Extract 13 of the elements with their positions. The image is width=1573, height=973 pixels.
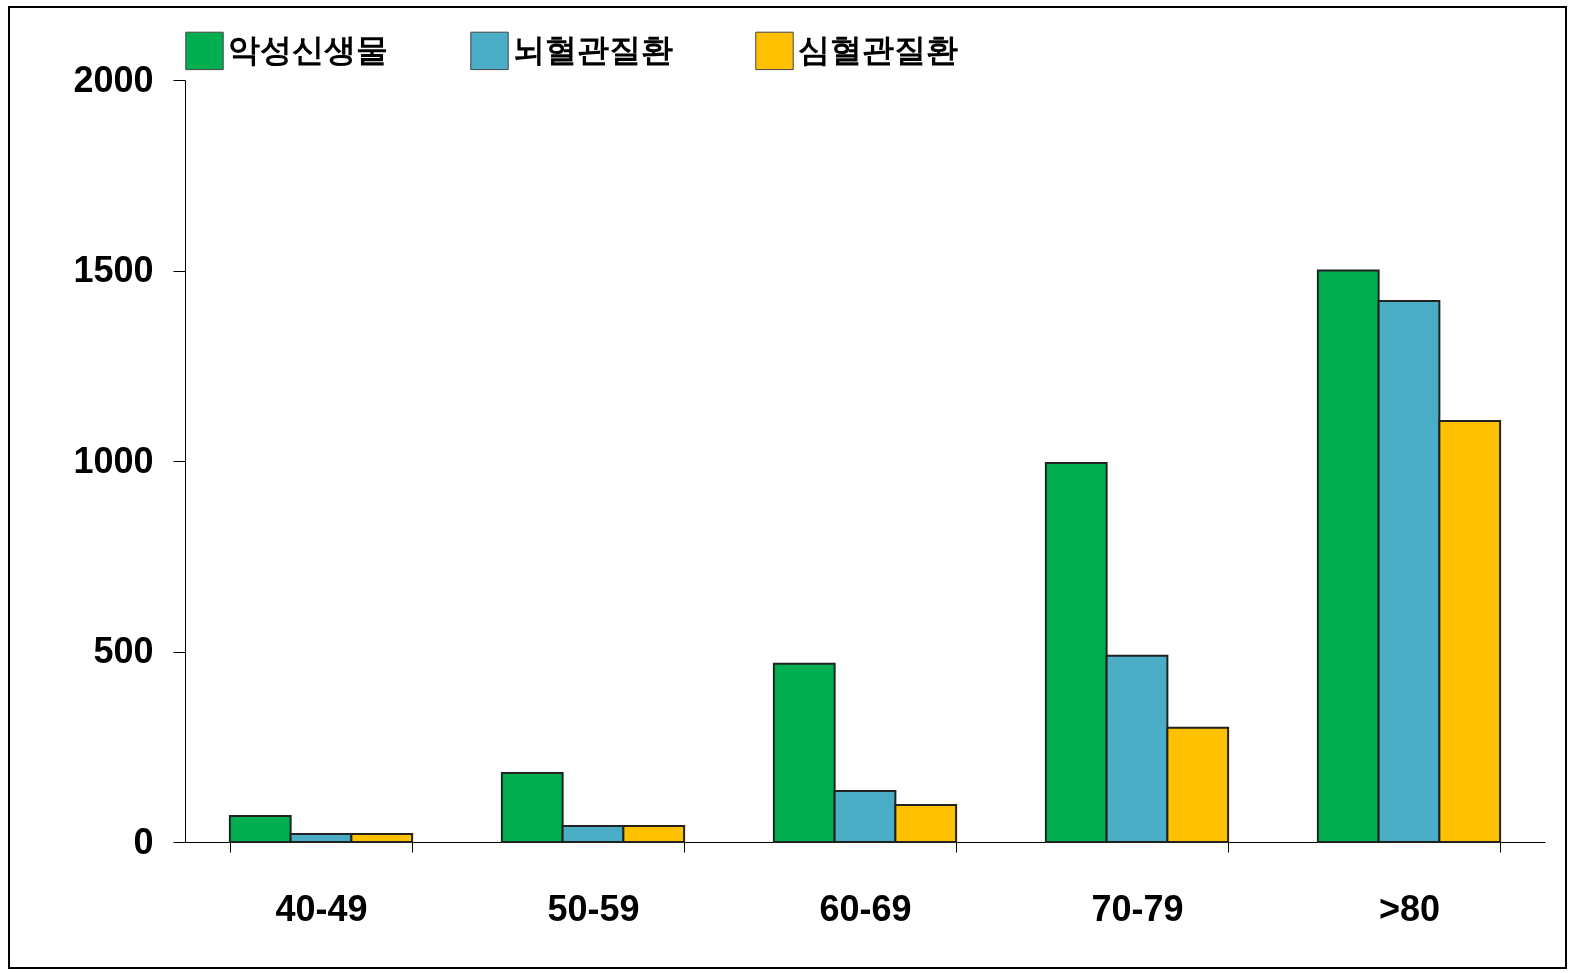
x-tick-label: 50-59 [547,887,640,929]
y-tick-label: 2000 [73,58,154,100]
legend-label: 뇌혈관질환 [513,30,673,69]
y-tick-label: 1500 [73,249,154,290]
legend-label: 악성신생물 [228,30,388,69]
legend-label: 심혈관질환 [798,30,958,69]
x-tick-label: >80 [1378,887,1441,929]
x-tick-label: 60-69 [819,887,912,929]
x-tick-label: 70-79 [1091,887,1184,929]
x-tick-label: 40-49 [275,887,368,929]
y-tick-label: 500 [93,630,154,671]
y-tick-label: 1000 [73,439,154,481]
y-tick-label: 0 [133,820,154,862]
